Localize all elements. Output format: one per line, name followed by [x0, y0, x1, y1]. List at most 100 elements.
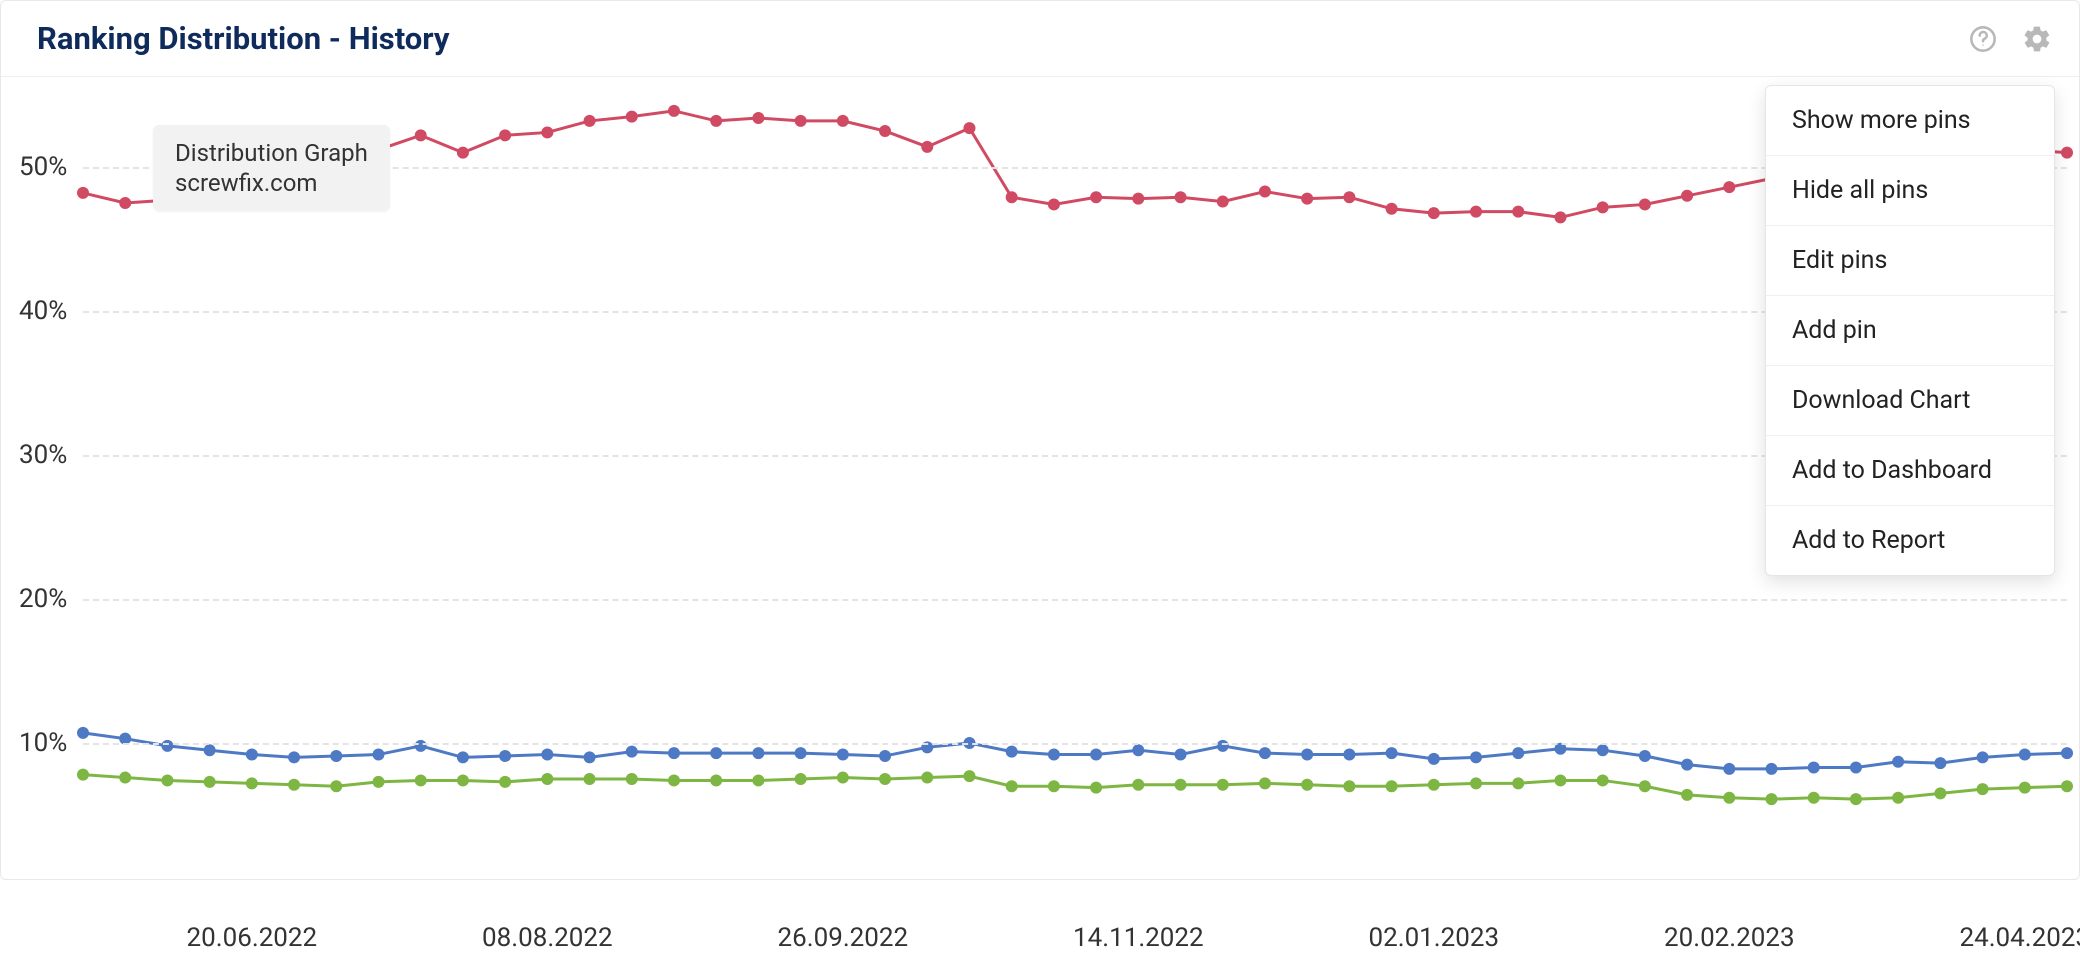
series-point-blue[interactable] [584, 751, 596, 763]
series-point-green[interactable] [246, 777, 258, 789]
series-point-green[interactable] [837, 772, 849, 784]
series-point-red[interactable] [963, 122, 975, 134]
series-point-green[interactable] [119, 772, 131, 784]
series-point-red[interactable] [837, 115, 849, 127]
series-point-green[interactable] [1470, 777, 1482, 789]
series-point-blue[interactable] [626, 746, 638, 758]
series-point-blue[interactable] [668, 747, 680, 759]
series-point-red[interactable] [1090, 191, 1102, 203]
series-point-blue[interactable] [1723, 763, 1735, 775]
series-point-red[interactable] [77, 187, 89, 199]
series-point-blue[interactable] [1428, 753, 1440, 765]
series-point-green[interactable] [1006, 780, 1018, 792]
series-point-red[interactable] [1048, 198, 1060, 210]
series-point-green[interactable] [879, 773, 891, 785]
series-point-blue[interactable] [246, 749, 258, 761]
series-point-blue[interactable] [1301, 749, 1313, 761]
series-point-red[interactable] [541, 126, 553, 138]
series-point-blue[interactable] [1639, 750, 1651, 762]
series-point-blue[interactable] [372, 749, 384, 761]
series-point-green[interactable] [1259, 777, 1271, 789]
series-point-red[interactable] [415, 129, 427, 141]
series-point-green[interactable] [2019, 782, 2031, 794]
series-point-green[interactable] [1766, 793, 1778, 805]
series-point-green[interactable] [2061, 780, 2073, 792]
series-point-red[interactable] [1343, 191, 1355, 203]
series-point-red[interactable] [1301, 193, 1313, 205]
dropdown-item[interactable]: Edit pins [1766, 226, 2054, 296]
series-point-green[interactable] [668, 774, 680, 786]
series-point-green[interactable] [1597, 774, 1609, 786]
series-point-blue[interactable] [710, 747, 722, 759]
series-point-red[interactable] [288, 149, 300, 161]
series-point-red[interactable] [1386, 203, 1398, 215]
series-point-blue[interactable] [1470, 751, 1482, 763]
series-point-blue[interactable] [1850, 761, 1862, 773]
series-point-blue[interactable] [752, 747, 764, 759]
series-point-blue[interactable] [1343, 749, 1355, 761]
series-point-red[interactable] [1259, 185, 1271, 197]
series-point-red[interactable] [1681, 190, 1693, 202]
series-point-blue[interactable] [330, 750, 342, 762]
gear-icon[interactable] [2019, 21, 2055, 57]
series-point-red[interactable] [2061, 147, 2073, 159]
series-point-red[interactable] [1006, 191, 1018, 203]
series-point-blue[interactable] [204, 744, 216, 756]
series-point-blue[interactable] [1808, 761, 1820, 773]
series-point-red[interactable] [1723, 181, 1735, 193]
series-point-green[interactable] [288, 779, 300, 791]
series-point-red[interactable] [1639, 198, 1651, 210]
series-point-green[interactable] [204, 776, 216, 788]
series-point-blue[interactable] [1892, 756, 1904, 768]
series-point-blue[interactable] [288, 751, 300, 763]
series-point-blue[interactable] [415, 740, 427, 752]
series-point-green[interactable] [1892, 792, 1904, 804]
dropdown-item[interactable]: Add to Report [1766, 506, 2054, 575]
series-point-green[interactable] [1554, 774, 1566, 786]
series-point-blue[interactable] [1386, 747, 1398, 759]
series-point-red[interactable] [584, 115, 596, 127]
series-point-red[interactable] [921, 141, 933, 153]
series-point-green[interactable] [77, 769, 89, 781]
series-point-green[interactable] [752, 774, 764, 786]
series-point-blue[interactable] [2061, 747, 2073, 759]
series-point-blue[interactable] [1217, 740, 1229, 752]
dropdown-item[interactable]: Show more pins [1766, 86, 2054, 156]
series-point-red[interactable] [1470, 206, 1482, 218]
series-point-green[interactable] [499, 776, 511, 788]
dropdown-item[interactable]: Add pin [1766, 296, 2054, 366]
series-point-green[interactable] [626, 773, 638, 785]
series-point-blue[interactable] [795, 747, 807, 759]
series-point-green[interactable] [1977, 783, 1989, 795]
series-point-green[interactable] [584, 773, 596, 785]
series-point-green[interactable] [795, 773, 807, 785]
series-point-green[interactable] [1090, 782, 1102, 794]
series-point-red[interactable] [1217, 196, 1229, 208]
series-point-green[interactable] [710, 774, 722, 786]
series-point-red[interactable] [1554, 211, 1566, 223]
series-point-green[interactable] [921, 772, 933, 784]
series-point-green[interactable] [161, 774, 173, 786]
series-point-green[interactable] [1175, 779, 1187, 791]
series-point-green[interactable] [1217, 779, 1229, 791]
series-point-green[interactable] [963, 770, 975, 782]
series-point-green[interactable] [457, 774, 469, 786]
series-point-blue[interactable] [1006, 746, 1018, 758]
series-point-red[interactable] [1428, 207, 1440, 219]
series-point-blue[interactable] [161, 740, 173, 752]
series-point-green[interactable] [541, 773, 553, 785]
series-point-red[interactable] [1175, 191, 1187, 203]
series-point-red[interactable] [1597, 201, 1609, 213]
series-point-red[interactable] [204, 168, 216, 180]
series-point-green[interactable] [1428, 779, 1440, 791]
series-point-red[interactable] [626, 111, 638, 123]
series-point-blue[interactable] [77, 727, 89, 739]
series-point-red[interactable] [457, 147, 469, 159]
series-point-blue[interactable] [1132, 744, 1144, 756]
series-point-green[interactable] [1639, 780, 1651, 792]
series-point-red[interactable] [1132, 193, 1144, 205]
series-point-blue[interactable] [457, 751, 469, 763]
series-point-blue[interactable] [1048, 749, 1060, 761]
series-point-blue[interactable] [879, 750, 891, 762]
series-point-blue[interactable] [1090, 749, 1102, 761]
